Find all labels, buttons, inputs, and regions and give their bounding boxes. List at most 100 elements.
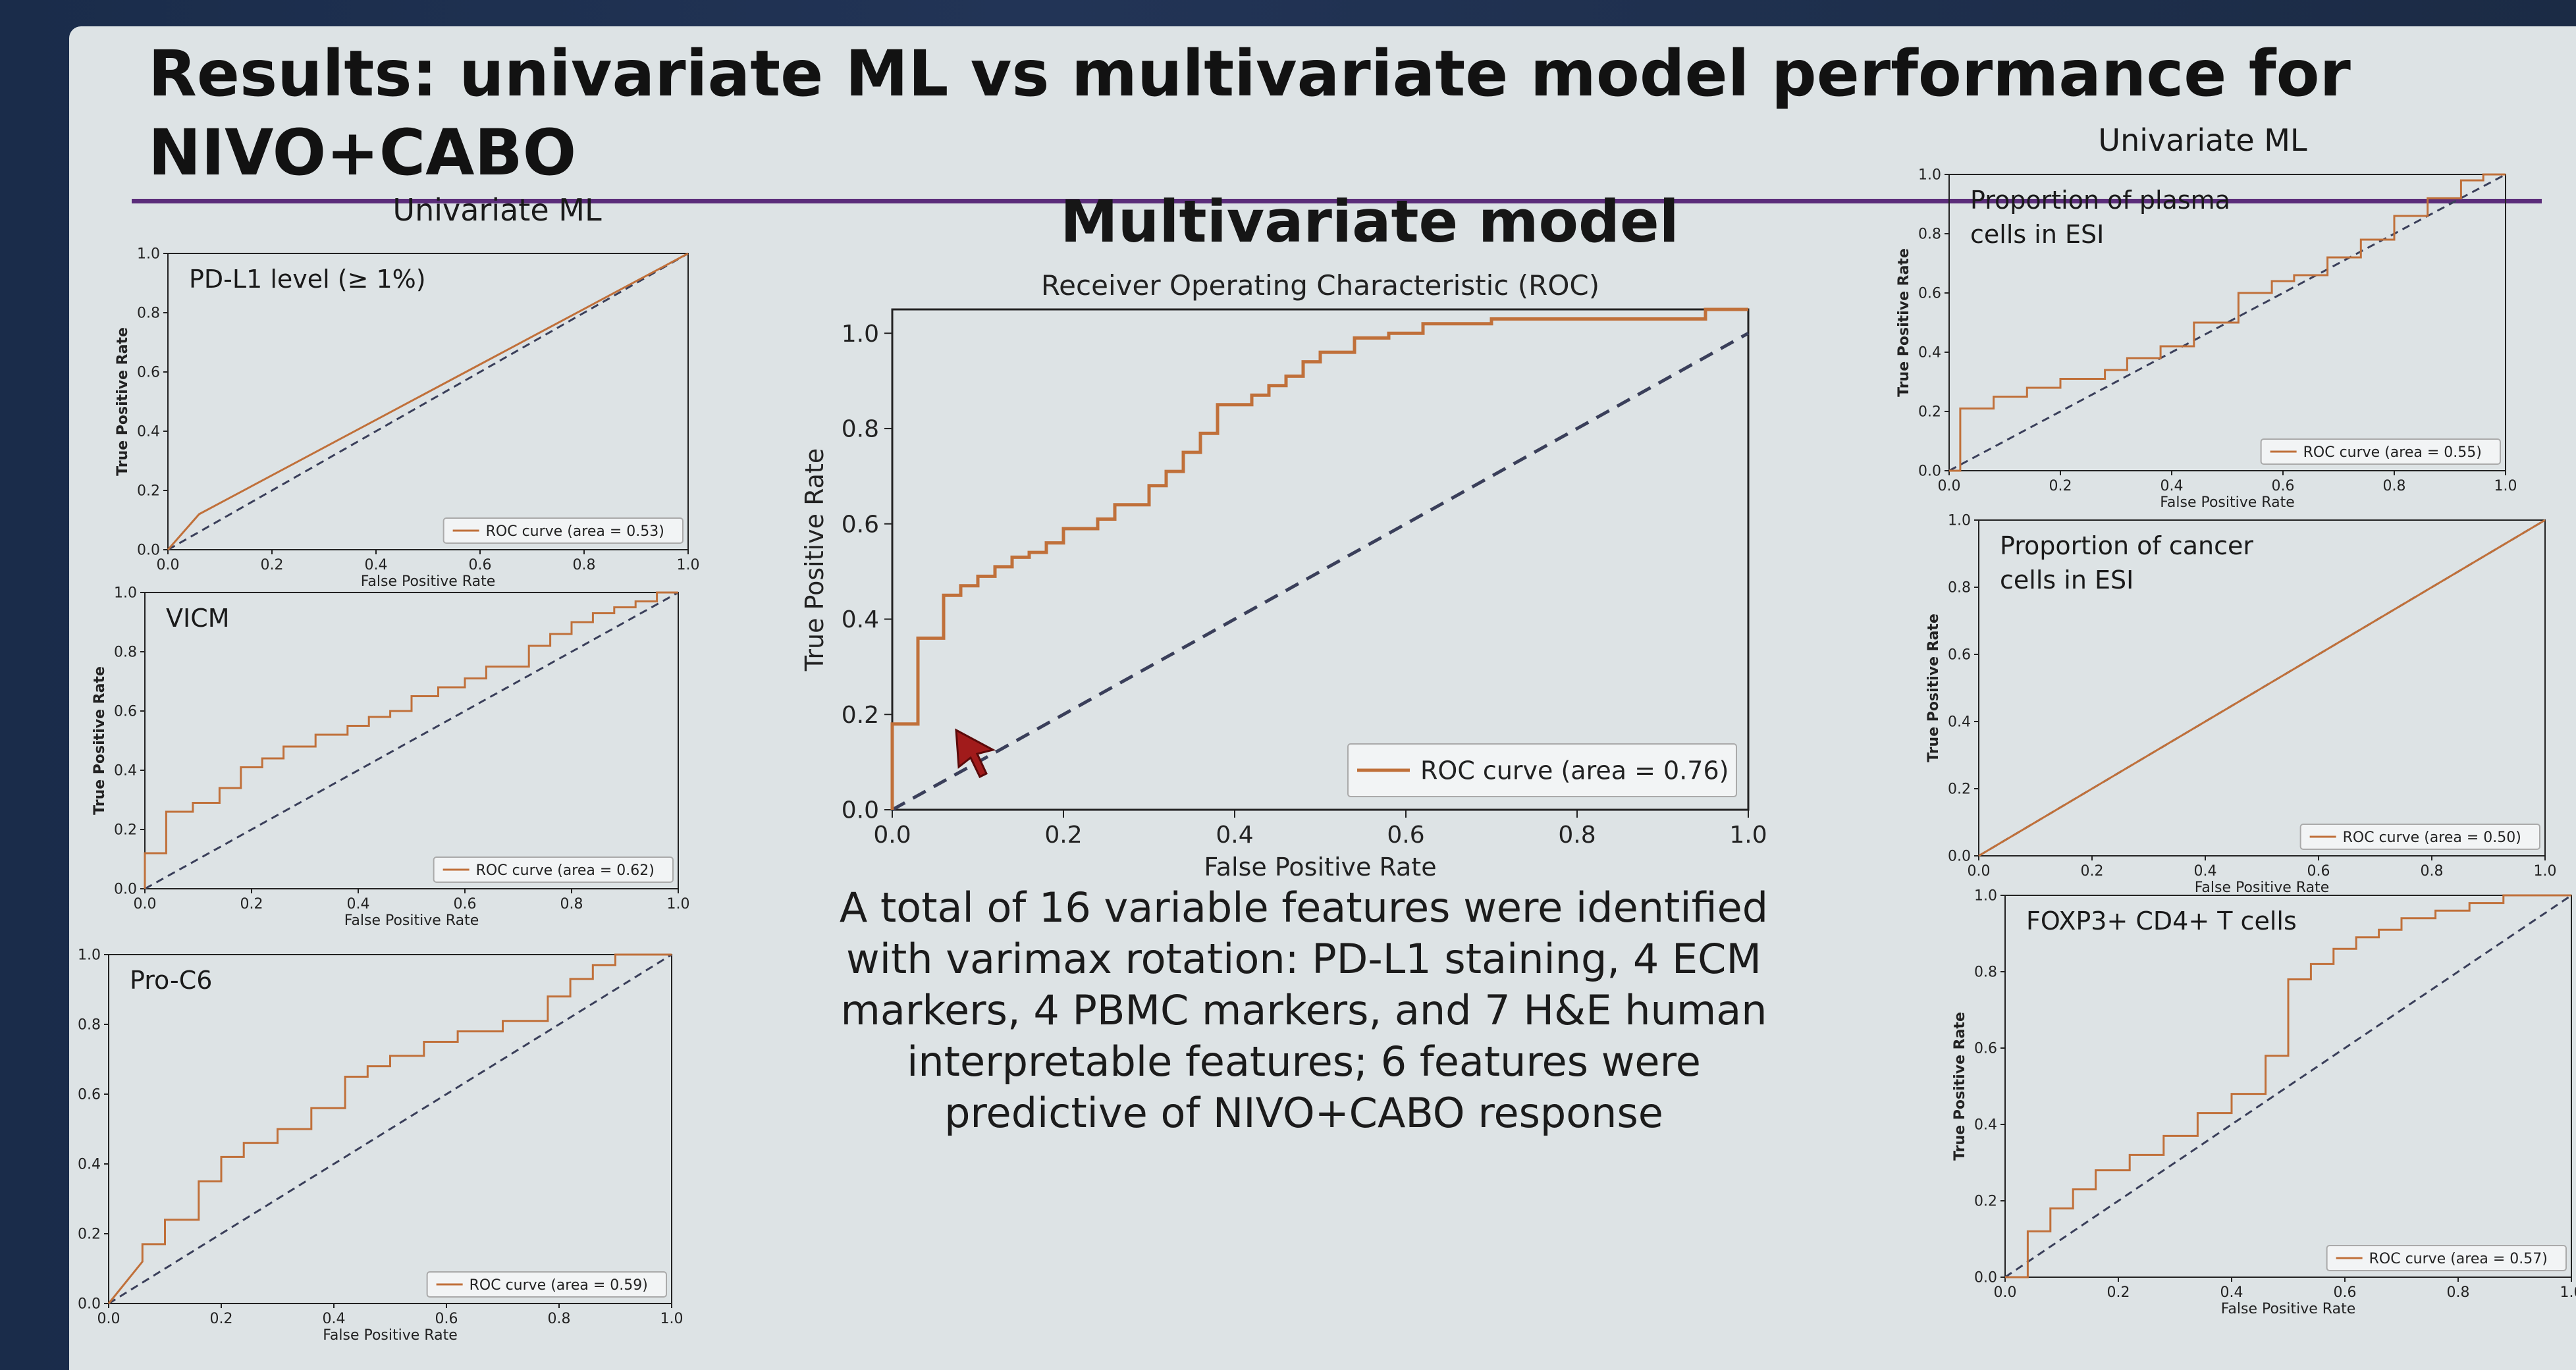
chance-line xyxy=(891,332,1750,812)
chart-cancer: 0.0 0.2 0.4 0.6 0.8 1.0 0.0 0.2 0.4 0.6 0.8 1.0 Fals… xyxy=(1925,513,2557,896)
x-tick-label: 0.0 xyxy=(157,557,180,573)
chart-title-line: Proportion of plasma xyxy=(1970,186,2230,215)
x-tick-label: 0.2 xyxy=(2107,1284,2130,1301)
legend-label: ROC curve (area = 0.62) xyxy=(476,862,655,879)
x-tick-label: 0.0 xyxy=(1968,863,1991,880)
y-tick-label: 0.2 xyxy=(1948,781,1971,798)
y-tick-label: 0.6 xyxy=(137,365,160,381)
multivariate-heading: Multivariate model xyxy=(1060,188,1679,255)
chart-title: Proportion of plasma cells in ESI xyxy=(1970,186,2230,249)
roc-charts: 0.0 0.2 0.4 0.6 0.8 1.0 0.0 0.2 0.4 0.6 0.8 1.0 Fals… xyxy=(69,167,2576,1344)
y-tick-label: 1.0 xyxy=(78,947,101,964)
x-tick-label: 0.4 xyxy=(2194,863,2217,880)
x-tick-label: 0.8 xyxy=(560,896,583,912)
x-tick-label: 0.2 xyxy=(2081,863,2104,880)
chart-title: FOXP3+ CD4+ T cells xyxy=(2026,907,2297,935)
chance-line xyxy=(2004,894,2572,1278)
legend-box xyxy=(2260,438,2501,465)
roc-curve xyxy=(107,953,672,1304)
x-tick-label: 0.6 xyxy=(1387,822,1424,849)
x-tick-label: 0.0 xyxy=(1938,478,1961,494)
slide-title: Results: univariate ML vs multivariate m… xyxy=(148,37,2351,190)
y-tick-label: 0.6 xyxy=(1918,286,1941,302)
x-tick-label: 0.4 xyxy=(2220,1284,2243,1301)
x-axis-label: False Positive Rate xyxy=(2195,880,2329,896)
slide: Results: univariate ML vs multivariate m… xyxy=(69,26,2576,1370)
x-tick-label: 0.6 xyxy=(435,1311,458,1327)
y-tick-label: 0.0 xyxy=(137,542,160,559)
x-tick-label: 0.2 xyxy=(2049,478,2072,494)
x-tick-label: 0.4 xyxy=(1216,822,1253,849)
y-tick-label: 0.8 xyxy=(78,1017,101,1034)
x-tick-label: 1.0 xyxy=(1729,822,1767,849)
legend-label: ROC curve (area = 0.59) xyxy=(470,1277,648,1294)
y-tick-label: 0.4 xyxy=(137,424,160,440)
x-axis-label: False Positive Rate xyxy=(1204,853,1436,882)
axes-frame xyxy=(167,253,689,550)
left-section-heading: Univariate ML xyxy=(392,192,602,228)
x-tick-label: 0.8 xyxy=(2447,1284,2470,1301)
legend-label: ROC curve (area = 0.53) xyxy=(486,523,664,540)
chart-title-line: cells in ESI xyxy=(2000,566,2133,594)
y-tick-label: 0.0 xyxy=(842,797,879,824)
y-axis-label: True Positive Rate xyxy=(1896,248,1912,397)
chance-line xyxy=(167,252,689,551)
chart-title-line: FOXP3+ CD4+ T cells xyxy=(2026,907,2297,935)
axes-frame xyxy=(144,592,679,889)
x-tick-label: 0.8 xyxy=(1558,822,1596,849)
y-axis-label: True Positive Rate xyxy=(115,327,131,476)
y-axis-label: True Positive Rate xyxy=(69,1055,72,1203)
y-tick-label: 0.2 xyxy=(78,1226,101,1243)
legend-box xyxy=(2299,824,2540,850)
x-axis-label: False Positive Rate xyxy=(323,1327,457,1344)
y-tick-label: 0.6 xyxy=(114,704,137,720)
legend-box xyxy=(426,1271,667,1298)
y-tick-label: 0.2 xyxy=(1918,404,1941,421)
y-axis-label: True Positive Rate xyxy=(92,666,108,815)
y-tick-label: 0.8 xyxy=(114,645,137,661)
x-tick-label: 0.2 xyxy=(261,557,284,573)
x-tick-label: 0.4 xyxy=(323,1311,346,1327)
y-tick-label: 1.0 xyxy=(114,585,137,602)
x-tick-label: 0.8 xyxy=(2383,478,2406,494)
chart-title-line: Proportion of cancer xyxy=(2000,531,2253,560)
axes-frame xyxy=(1978,519,2546,856)
x-axis-label: False Positive Rate xyxy=(344,912,479,929)
x-tick-label: 1.0 xyxy=(667,896,690,912)
y-tick-label: 0.6 xyxy=(78,1087,101,1103)
chart-foxp3: 0.0 0.2 0.4 0.6 0.8 1.0 0.0 0.2 0.4 0.6 0.8 1.0 Fals… xyxy=(1952,888,2576,1317)
x-tick-label: 0.2 xyxy=(1044,822,1082,849)
x-axis-label: False Positive Rate xyxy=(2221,1301,2355,1317)
axes-frame xyxy=(108,954,672,1304)
x-tick-label: 0.0 xyxy=(97,1311,121,1327)
chart-proc6: 0.0 0.2 0.4 0.6 0.8 1.0 0.0 0.2 0.4 0.6 0.8 1.0 Fals… xyxy=(69,947,684,1344)
x-tick-label: 0.8 xyxy=(2421,863,2444,880)
roc-curve xyxy=(2005,894,2571,1278)
x-tick-label: 1.0 xyxy=(660,1311,684,1327)
x-tick-label: 0.4 xyxy=(2160,478,2184,494)
y-tick-label: 0.2 xyxy=(842,702,879,729)
x-tick-label: 0.6 xyxy=(2307,863,2330,880)
chart-title: Proportion of cancer cells in ESI xyxy=(2000,531,2253,594)
x-tick-label: 0.0 xyxy=(134,896,157,912)
chance-line xyxy=(108,953,672,1305)
axes-frame xyxy=(1948,174,2506,471)
y-tick-label: 0.0 xyxy=(78,1296,101,1313)
y-tick-label: 0.2 xyxy=(137,483,160,500)
y-tick-label: 0.0 xyxy=(114,882,137,898)
y-tick-label: 0.2 xyxy=(114,822,137,839)
y-tick-label: 0.4 xyxy=(1948,714,1971,731)
chart-title-line: cells in ESI xyxy=(1970,220,2104,249)
x-axis-label: False Positive Rate xyxy=(2160,494,2294,511)
y-axis-label: True Positive Rate xyxy=(800,448,829,672)
chart-title: Receiver Operating Characteristic (ROC) xyxy=(1041,269,1599,302)
y-tick-label: 0.4 xyxy=(1918,345,1941,361)
roc-curve xyxy=(144,591,678,889)
x-tick-label: 0.2 xyxy=(240,896,263,912)
x-tick-label: 1.0 xyxy=(677,557,700,573)
right-section-heading: Univariate ML xyxy=(2098,122,2307,158)
y-tick-label: 1.0 xyxy=(137,246,160,263)
y-tick-label: 1.0 xyxy=(1918,167,1941,184)
chart-pdl1: 0.0 0.2 0.4 0.6 0.8 1.0 0.0 0.2 0.4 0.6 0.8 1.0 Fals… xyxy=(115,246,700,590)
